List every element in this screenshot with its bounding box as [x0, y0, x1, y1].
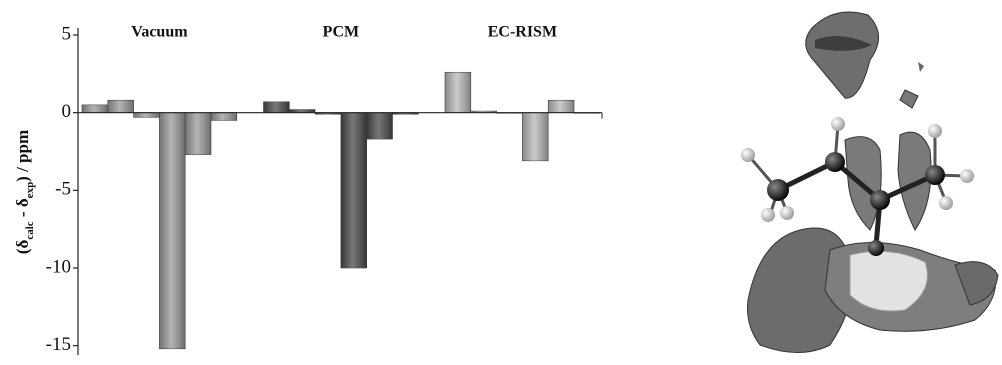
y-tick-label: -15 — [46, 334, 71, 355]
y-tick-label: 5 — [62, 23, 72, 44]
y-axis-label-part: - δ — [13, 198, 32, 221]
bar-shading — [211, 113, 237, 121]
bar-shading — [185, 113, 211, 155]
molecule-illustration — [741, 12, 998, 353]
bar-shading — [264, 102, 290, 113]
y-axis-label: (δcalc - δexp) / ppm — [13, 130, 36, 254]
bar-shading — [159, 113, 185, 349]
y-tick-label: 0 — [62, 101, 72, 122]
group-label: PCM — [323, 24, 359, 41]
y-tick-label: -10 — [46, 256, 71, 277]
y-axis-label-part: calc — [24, 221, 36, 239]
bar-shading — [108, 100, 134, 112]
bar-chart: (δcalc - δexp) / ppm 5 0 -5 -10 -15 Vacuum PCM… — [13, 23, 602, 355]
bar-shading — [445, 72, 471, 112]
bar-shading — [522, 113, 548, 161]
bar-shading — [134, 113, 160, 118]
bar-shading — [548, 100, 574, 112]
y-axis-label-part: (δ — [13, 239, 32, 254]
bar-shading — [82, 105, 108, 113]
bar-shading — [341, 113, 367, 268]
y-axis-label-part: exp — [24, 182, 36, 199]
y-axis-label-part: ) / ppm — [13, 130, 32, 182]
group-label: Vacuum — [131, 24, 188, 41]
group-label: EC-RISM — [488, 24, 557, 41]
figure: (δcalc - δexp) / ppm 5 0 -5 -10 -15 Vacuum PCM… — [0, 0, 1002, 365]
bar-shading — [367, 113, 393, 139]
y-tick-label: -5 — [55, 179, 71, 200]
